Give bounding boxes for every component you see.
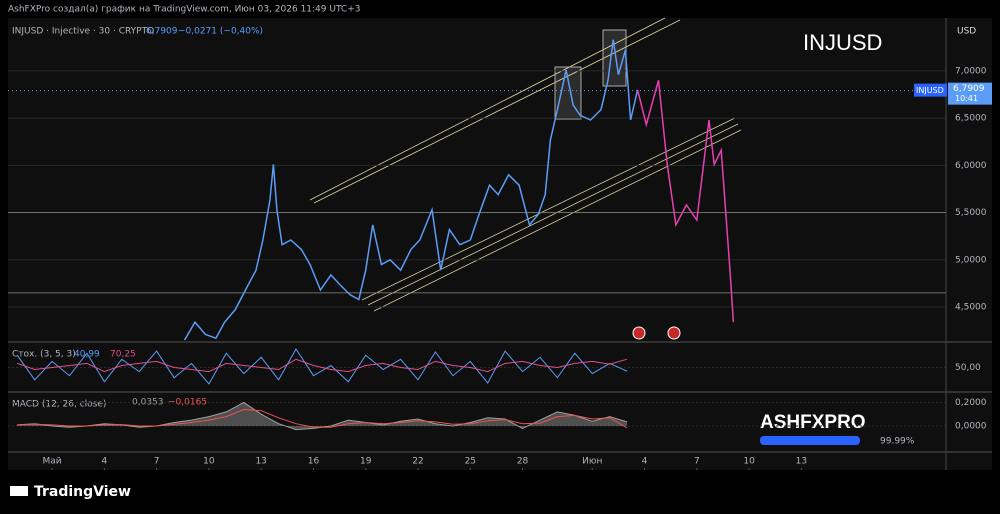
y-tick-label: 0,2000 (955, 398, 987, 408)
progress-bar (760, 436, 860, 445)
x-tick-label: Май (43, 457, 62, 467)
price-tag: INJUSD (916, 86, 944, 95)
x-tick-label: 10 (203, 457, 215, 467)
x-tick-label: Июн (582, 457, 602, 467)
x-tick-label: 22 (412, 457, 423, 467)
y-tick-label: 6,0000 (955, 161, 987, 171)
y-tick-label: 5,5000 (955, 208, 987, 218)
y-tick-label: 7,0000 (955, 66, 987, 76)
y-tick-label: 0,0000 (955, 422, 987, 432)
price-tag-bg (914, 83, 947, 97)
channel-line (367, 123, 739, 306)
last-price-label: 6,7909 (953, 84, 985, 94)
currency: USD (957, 27, 976, 37)
badge-title: ASHFXPRO (760, 412, 866, 433)
x-tick-label: 25 (465, 457, 476, 467)
channel-line (373, 129, 742, 312)
legend-value: 70,25 (110, 350, 136, 360)
channel (309, 17, 742, 312)
y-tick-label: 6,5000 (955, 114, 987, 124)
x-tick-label: 4 (101, 457, 107, 467)
progress-label: 99.99% (880, 437, 915, 447)
legend-value: 40,99 (74, 350, 100, 360)
legend-value: 0,0353 (132, 398, 164, 408)
x-tick-label: 28 (517, 457, 529, 467)
legend-change: −0,0271 (−0,40%) (178, 27, 263, 37)
channel-line (361, 117, 736, 301)
series-line (16, 348, 628, 385)
series-line (17, 358, 628, 373)
series-line (17, 408, 628, 429)
x-tick-label: 7 (154, 457, 160, 467)
y-tick-label: 4,5000 (955, 303, 987, 313)
y-tick-label: 50,00 (955, 363, 981, 373)
x-tick-label: 19 (360, 457, 372, 467)
legend-price: 6,7909 (146, 27, 178, 37)
y-tick-label: 5,0000 (955, 255, 987, 265)
legend-value: −0,0165 (168, 398, 207, 408)
x-tick-label: 13 (255, 457, 266, 467)
countdown: 10:41 (955, 94, 978, 103)
footer-logo: TradingView (10, 484, 131, 500)
x-tick-label: 16 (308, 457, 320, 467)
x-tick-label: 4 (642, 457, 648, 467)
x-tick-label: 7 (694, 457, 700, 467)
channel-line (309, 17, 666, 201)
stoch-title: Стох. (3, 5, 3) (12, 350, 76, 360)
x-tick-label: 10 (743, 457, 755, 467)
header: AshFXPro создал(а) график на TradingView… (8, 5, 360, 15)
legend-symbol: INJUSD · Injective · 30 · CRYPTO (12, 27, 154, 37)
logo-mark (10, 486, 28, 496)
event-icon[interactable] (667, 326, 681, 340)
channel-line (313, 19, 681, 204)
footer: TradingView (34, 484, 131, 500)
last-price-bg (948, 82, 992, 105)
chart-title: INJUSD (803, 30, 882, 55)
macd-title: MACD (12, 26, close) (12, 400, 106, 410)
series-line (636, 80, 735, 323)
series-line (183, 39, 639, 341)
x-tick-label: 13 (796, 457, 807, 467)
event-icon[interactable] (632, 326, 646, 340)
